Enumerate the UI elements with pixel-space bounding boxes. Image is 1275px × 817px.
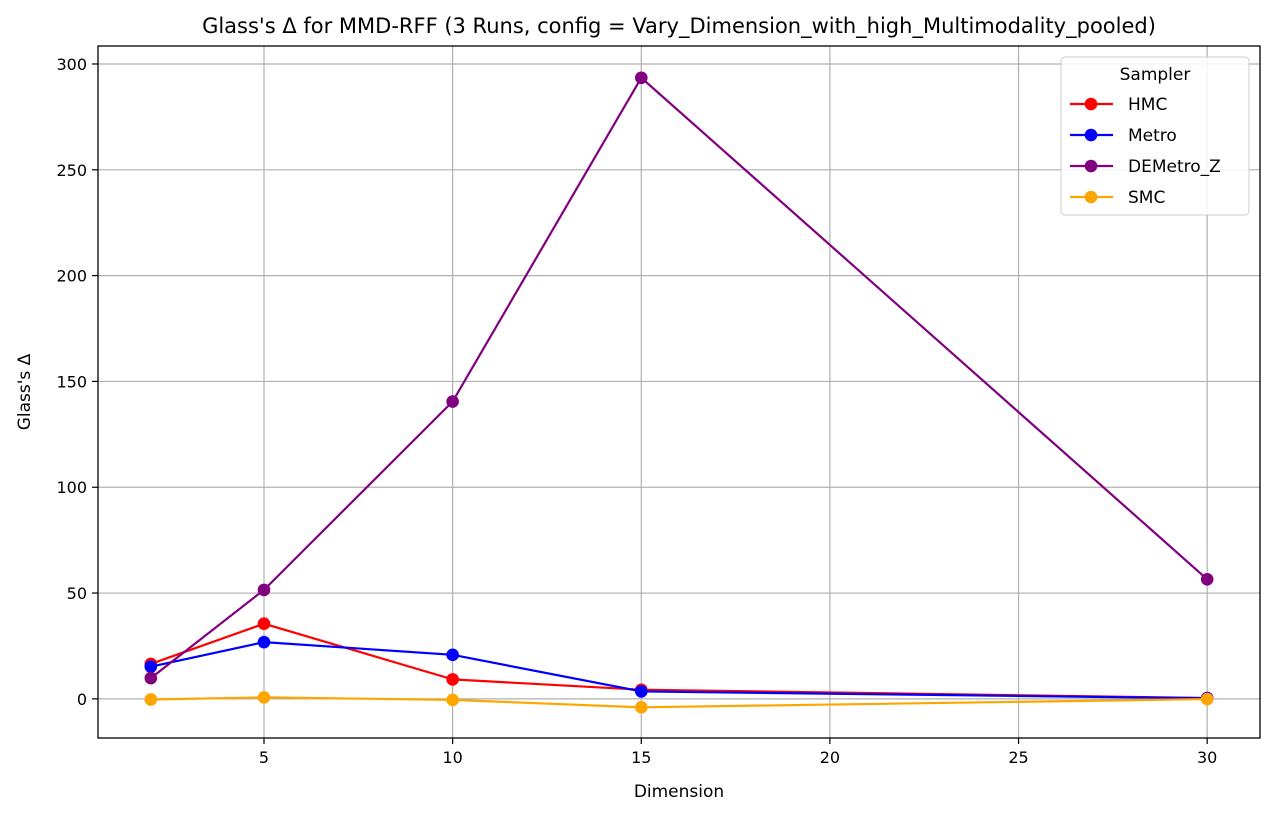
data-point-smc [257, 691, 271, 704]
data-point-demetro-z [446, 395, 459, 408]
series-layer [144, 71, 1214, 714]
x-tick-label: 30 [1197, 748, 1217, 767]
plot-frame [97, 45, 1261, 739]
data-point-smc [446, 693, 459, 707]
series-metro [144, 635, 1214, 705]
x-tick-label: 15 [631, 748, 651, 767]
data-point-demetro-z [1200, 572, 1214, 586]
y-axis-label: Glass's Δ [15, 353, 35, 430]
legend-title: Sampler [1120, 65, 1191, 85]
legend-entries: HMC Metro DEMetro_Z SMC [1070, 95, 1221, 208]
legend-entry-metro: Metro [1070, 126, 1177, 146]
data-point-smc [1200, 692, 1214, 706]
x-tick-label: 5 [259, 748, 269, 767]
legend-label: HMC [1128, 95, 1167, 115]
y-tick-label: 0 [77, 690, 87, 709]
data-point-metro [634, 685, 648, 698]
legend-swatch-marker [1084, 128, 1098, 142]
legend-swatch-marker [1084, 159, 1098, 173]
x-tick-label: 25 [1008, 748, 1028, 767]
data-point-hmc [257, 617, 271, 631]
y-tick-label: 300 [56, 55, 87, 74]
legend-swatch-marker [1084, 97, 1098, 111]
series-smc [144, 691, 1214, 714]
series-line-demetro-z [150, 76, 1208, 679]
legend-entry-hmc: HMC [1070, 95, 1167, 115]
y-tick-label: 200 [56, 267, 87, 286]
x-tick-label: 20 [820, 748, 840, 767]
legend-label: DEMetro_Z [1128, 157, 1221, 177]
x-axis-label: Dimension [634, 782, 724, 802]
data-point-metro [446, 648, 459, 662]
data-point-metro [144, 660, 158, 673]
legend-entry-smc: SMC [1070, 188, 1165, 208]
x-axis: 5 10 15 20 25 30 [259, 738, 1217, 767]
y-tick-label: 250 [56, 161, 87, 180]
legend-label: SMC [1128, 188, 1165, 208]
series-demetro-z [144, 71, 1214, 685]
chart-title: Glass's Δ for MMD-RFF (3 Runs, config = … [202, 14, 1156, 39]
y-tick-label: 50 [67, 584, 87, 603]
y-tick-label: 100 [56, 478, 87, 497]
data-point-demetro-z [634, 71, 648, 85]
data-point-smc [634, 701, 648, 714]
legend-swatch-marker [1084, 190, 1098, 204]
series-line-hmc [150, 622, 1208, 700]
data-point-demetro-z [257, 583, 271, 597]
data-point-smc [144, 693, 158, 706]
y-tick-label: 150 [56, 372, 87, 391]
data-point-metro [257, 635, 271, 649]
y-axis: 0 50 100 150 200 250 300 [56, 55, 98, 709]
legend-label: Metro [1128, 126, 1177, 146]
legend: Sampler HMC Metro DEMetro_Z SMC [1060, 56, 1250, 216]
data-point-demetro-z [144, 671, 158, 685]
x-tick-label: 10 [442, 748, 462, 767]
legend-box [1060, 56, 1250, 216]
data-point-hmc [446, 673, 459, 686]
legend-entry-demetro-z: DEMetro_Z [1070, 157, 1221, 177]
